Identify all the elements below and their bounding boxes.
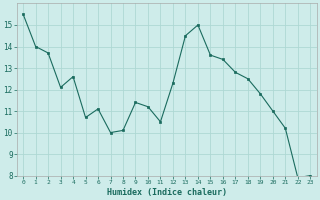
X-axis label: Humidex (Indice chaleur): Humidex (Indice chaleur) <box>107 188 227 197</box>
